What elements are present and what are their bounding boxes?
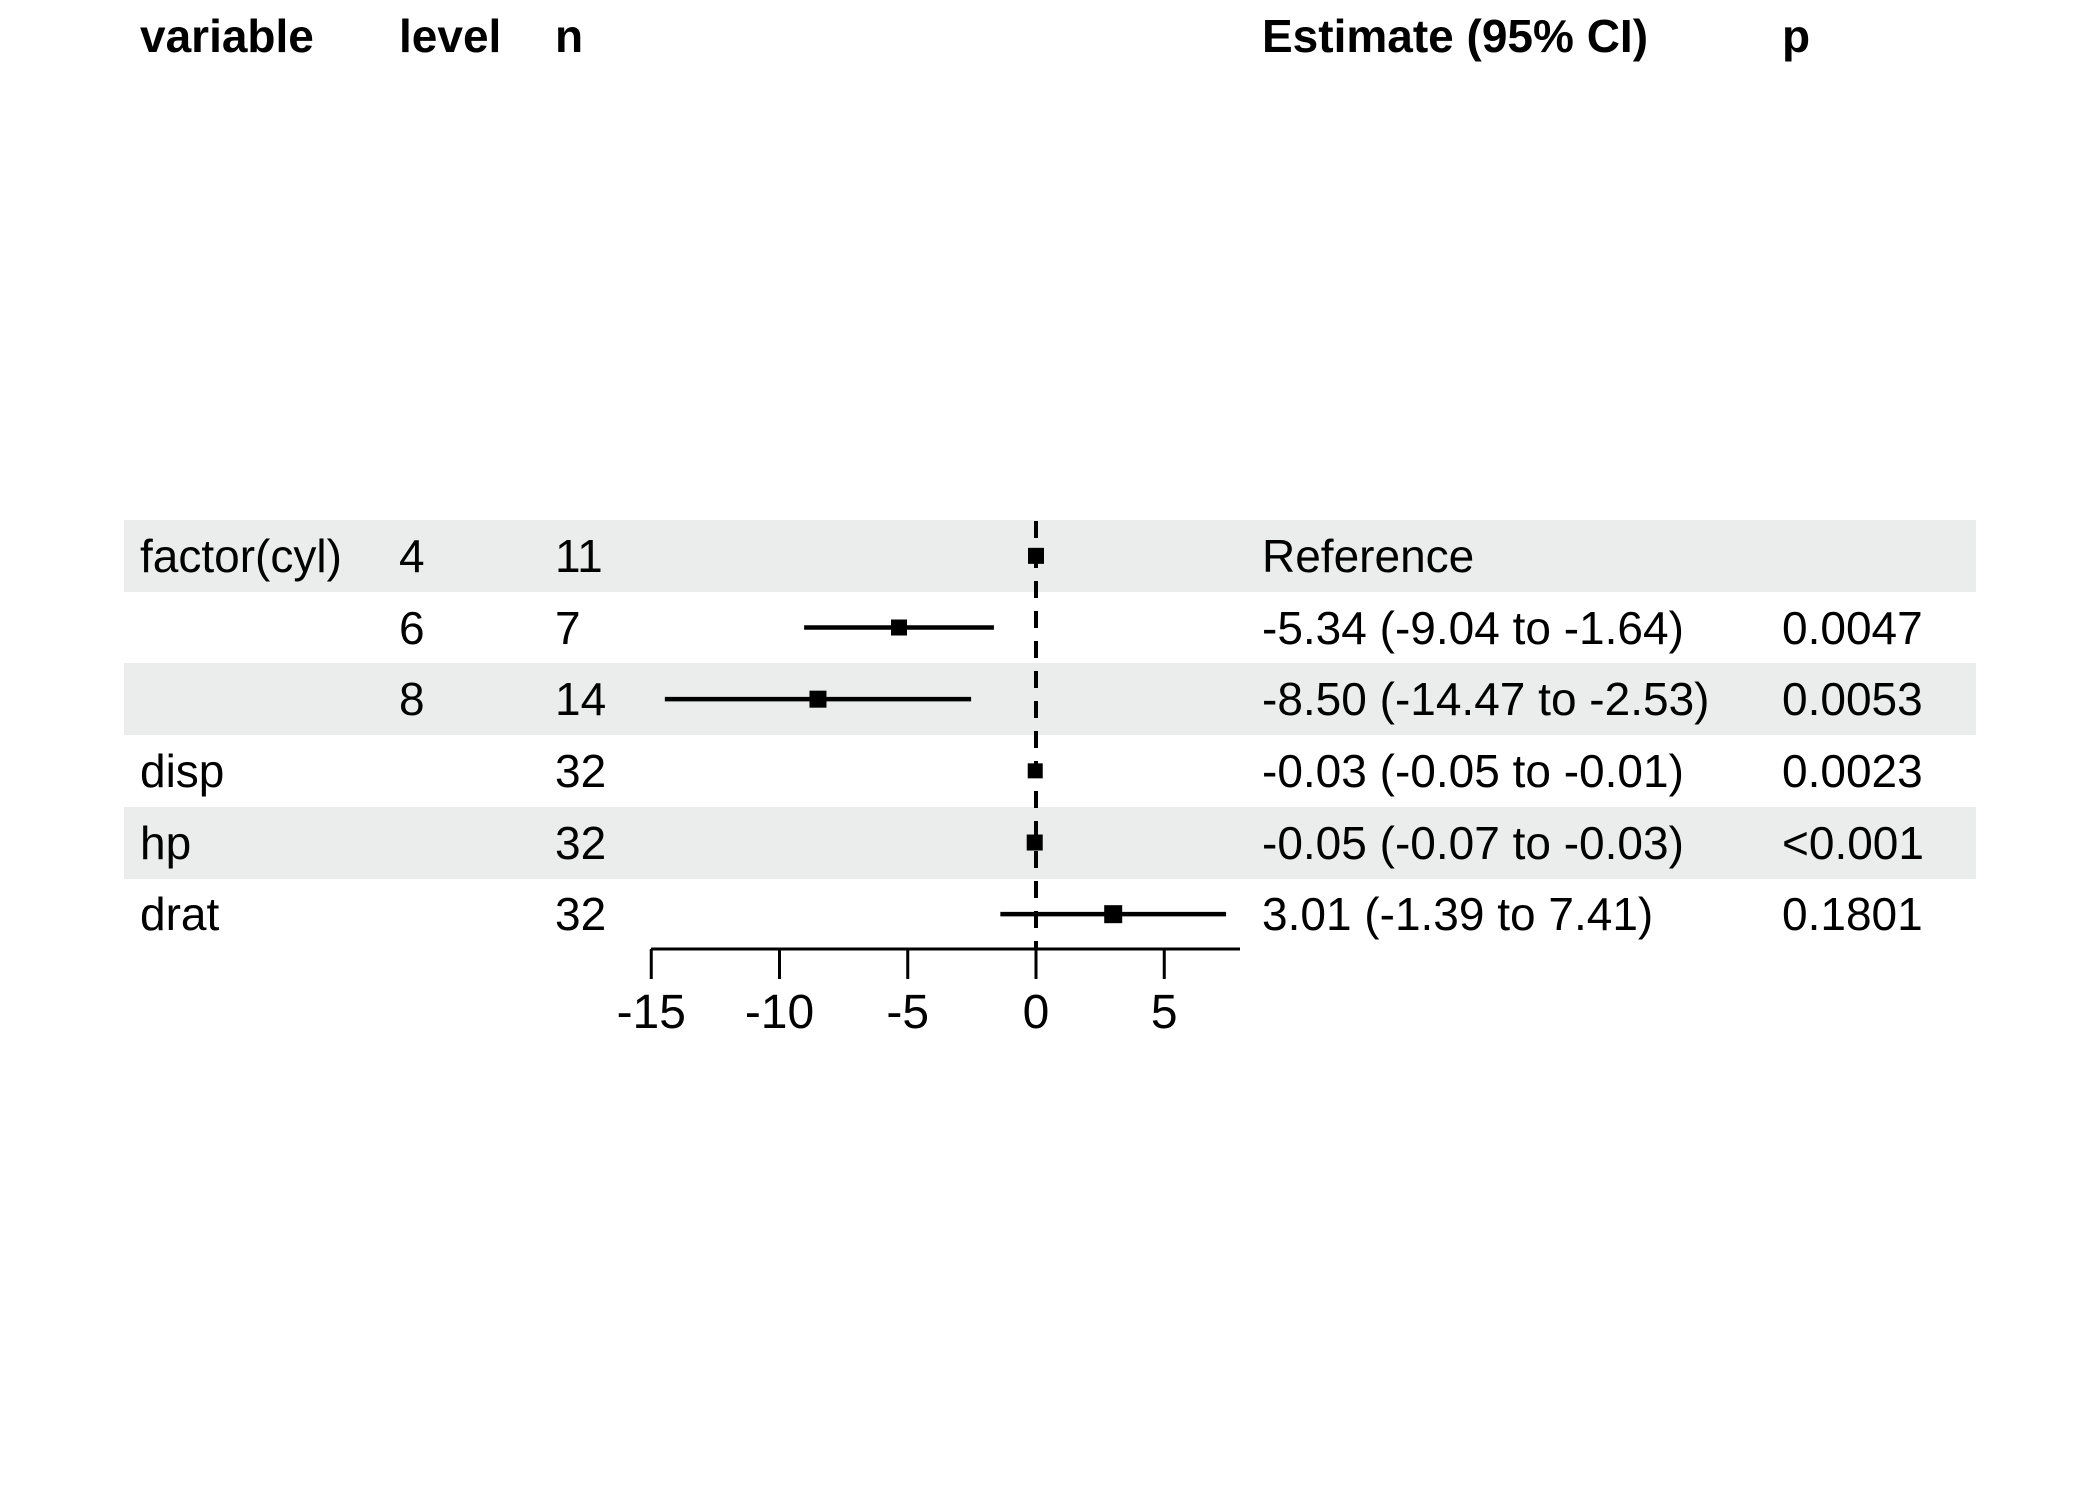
cell-n: 32 (555, 745, 607, 797)
estimate-marker (1027, 763, 1043, 779)
cell-n: 7 (555, 601, 581, 654)
cell-n: 32 (555, 888, 607, 941)
header-level: level (399, 10, 502, 62)
cell-variable: hp (140, 816, 192, 869)
cell-estimate: -8.50 (-14.47 to -2.53) (1262, 673, 1710, 726)
cell-n: 32 (555, 816, 607, 869)
cell-estimate: -0.03 (-0.05 to -0.01) (1262, 745, 1684, 797)
cell-p: 0.0023 (1782, 745, 1923, 797)
cell-estimate: -5.34 (-9.04 to -1.64) (1262, 601, 1684, 654)
header-variable: variable (140, 10, 314, 62)
header-estimate: Estimate (95% CI) (1262, 10, 1649, 62)
estimate-marker (891, 619, 908, 636)
estimate-marker (1026, 834, 1043, 851)
cell-estimate: Reference (1262, 530, 1475, 582)
cell-n: 14 (555, 673, 607, 726)
cell-estimate: -0.05 (-0.07 to -0.03) (1262, 816, 1684, 869)
estimate-marker (1104, 905, 1123, 924)
x-axis-tick-label: -10 (745, 986, 814, 1039)
cell-p: 0.1801 (1782, 888, 1923, 941)
cell-estimate: 3.01 (-1.39 to 7.41) (1262, 888, 1654, 941)
x-axis-tick-label: -5 (886, 986, 929, 1039)
cell-level: 8 (399, 673, 425, 726)
estimate-marker (1028, 547, 1044, 564)
x-axis-tick-label: 5 (1151, 986, 1178, 1039)
cell-n: 11 (555, 530, 603, 582)
x-axis-tick-label: 0 (1023, 986, 1050, 1039)
cell-variable: drat (140, 888, 220, 941)
shaded-row-band (124, 520, 1976, 592)
cell-p: 0.0047 (1782, 601, 1923, 654)
cell-p: <0.001 (1782, 816, 1924, 869)
estimate-marker (809, 690, 827, 708)
shaded-row-band (124, 806, 1976, 879)
cell-p: 0.0053 (1782, 673, 1923, 726)
header-n: n (555, 10, 584, 62)
shaded-row-band (124, 663, 1976, 736)
cell-level: 6 (399, 601, 425, 654)
cell-variable: disp (140, 745, 225, 797)
x-axis-tick-label: -15 (617, 986, 686, 1039)
cell-level: 4 (399, 530, 425, 582)
cell-variable: factor(cyl) (140, 530, 342, 582)
header-p: p (1782, 10, 1811, 62)
